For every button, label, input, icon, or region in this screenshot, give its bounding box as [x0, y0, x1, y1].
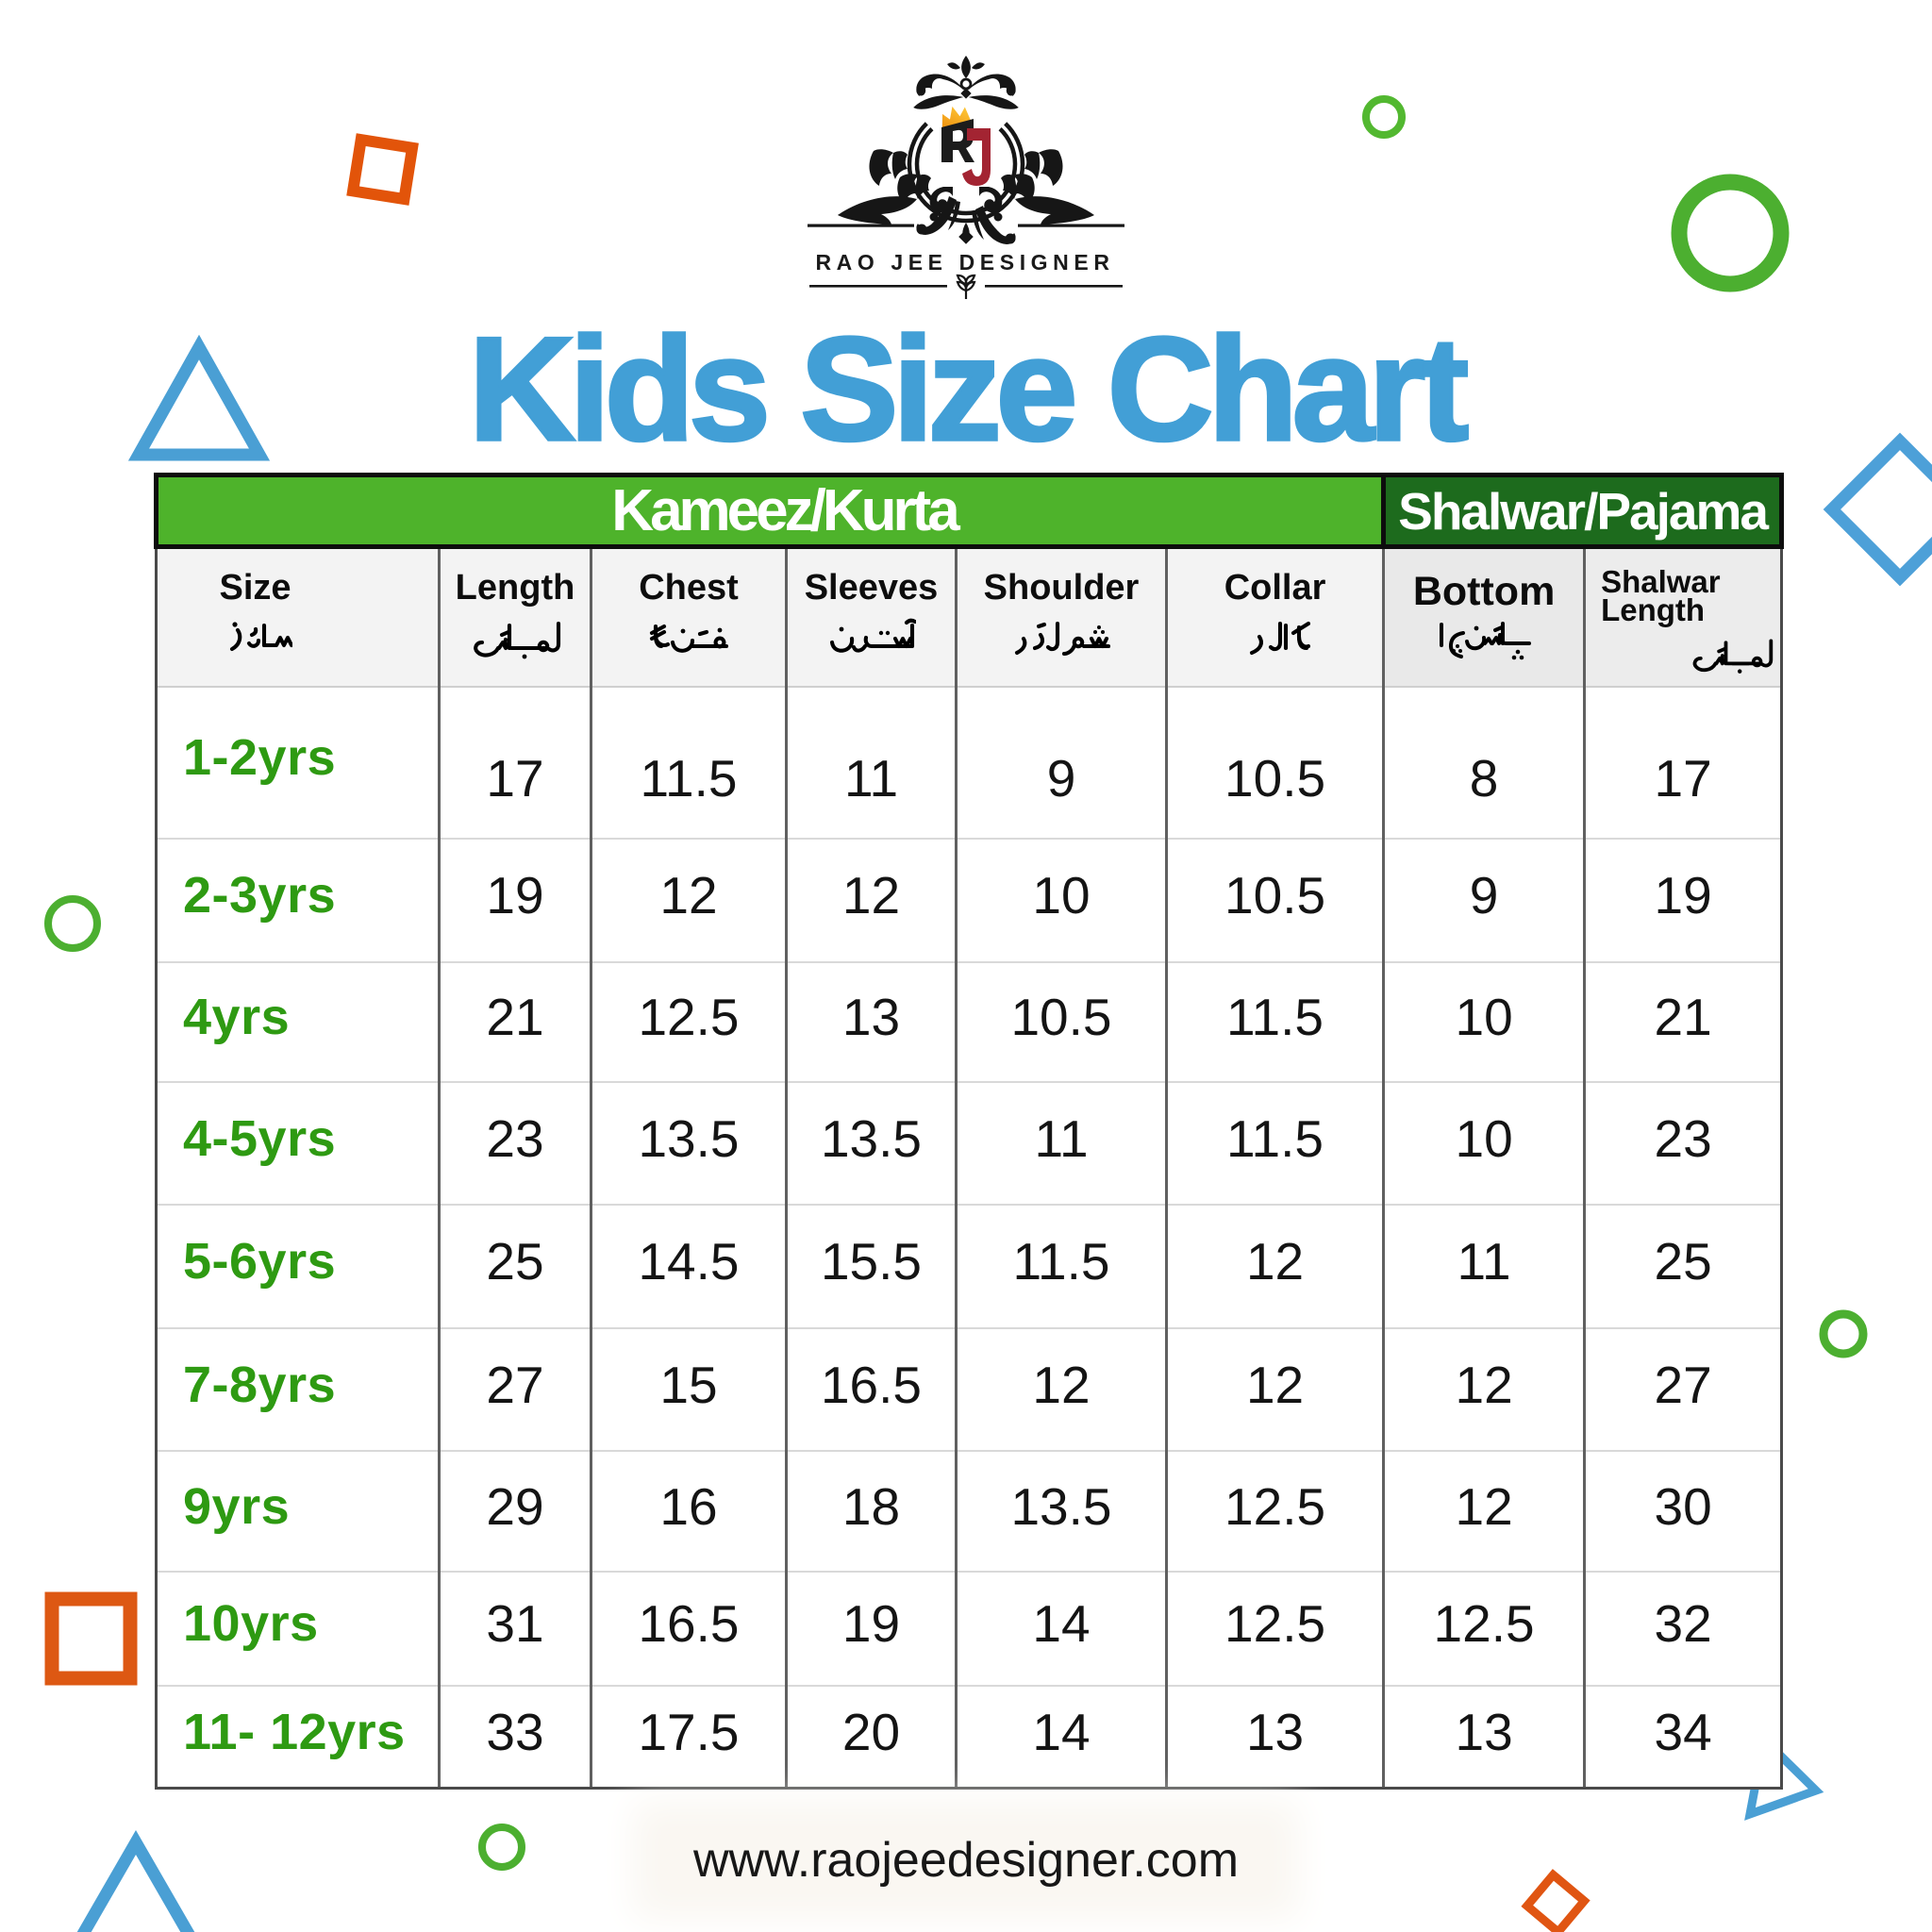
svg-text:RAO JEE DESIGNER: RAO JEE DESIGNER	[815, 250, 1114, 275]
